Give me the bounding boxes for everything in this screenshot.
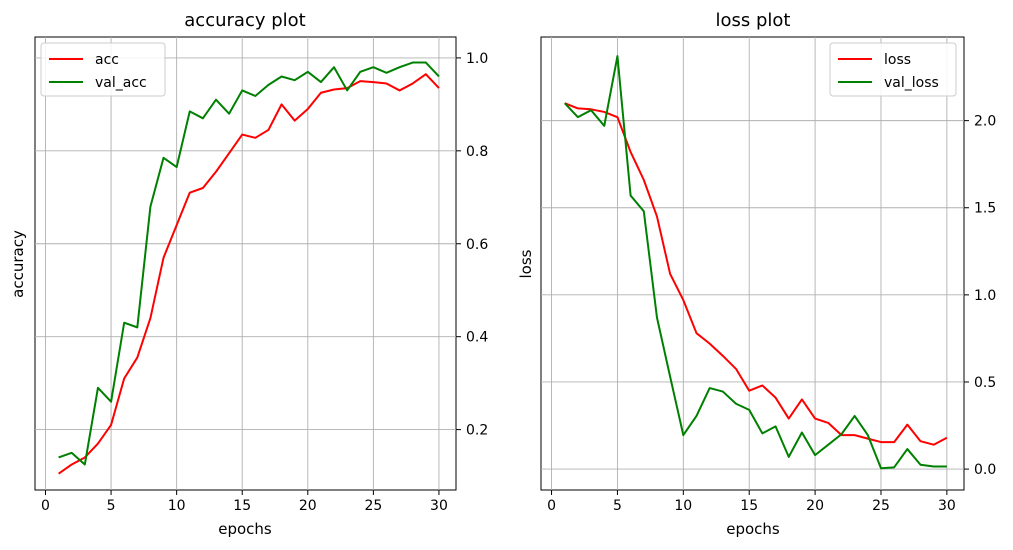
loss-x-tick-label: 5 [613,498,622,514]
accuracy-x-tick-label: 30 [430,498,448,514]
series-line-loss [564,102,948,446]
accuracy-y-tick-label: 0.4 [466,330,488,346]
series-line-val-acc [58,61,440,466]
accuracy-legend: acc val_acc [40,42,166,97]
accuracy-gridlines [35,37,456,490]
accuracy-x-ticks: 0 5 10 15 20 25 30 [41,490,448,514]
loss-x-ticks: 0 5 10 15 20 25 30 [547,490,956,514]
loss-x-tick-label: 0 [547,498,556,514]
accuracy-y-ticks: 0.2 0.4 0.6 0.8 1.0 [456,51,488,439]
accuracy-y-tick-label: 0.6 [466,237,488,253]
loss-series-lines [563,55,948,470]
accuracy-plot-area [34,36,457,491]
accuracy-chart: accuracy plot 0 5 10 15 20 25 30 0.2 0.4 0.6 0.8 1… [9,10,488,538]
accuracy-x-tick-label: 10 [168,498,186,514]
loss-chart-title: loss plot [716,10,791,31]
loss-y-tick-label: 2.0 [974,114,996,130]
series-line-acc [58,73,440,475]
accuracy-chart-title: accuracy plot [184,10,305,31]
loss-gridlines [541,37,964,490]
accuracy-x-tick-label: 5 [107,498,116,514]
accuracy-y-tick-label: 0.2 [466,423,488,439]
loss-y-ticks: 0.0 0.5 1.0 1.5 2.0 [964,114,996,478]
legend-label-val-loss: val_loss [884,75,939,91]
loss-y-tick-label: 0.0 [974,462,996,478]
accuracy-x-tick-label: 0 [41,498,50,514]
loss-y-axis-label: loss [517,249,535,278]
legend-label-val-acc: val_acc [95,75,147,91]
loss-chart: loss plot 0 5 10 15 20 25 30 0.0 0.5 1.0 1.5 2.0 e… [517,10,996,538]
accuracy-y-tick-label: 0.8 [466,144,488,160]
accuracy-x-tick-label: 25 [364,498,382,514]
loss-x-axis-label: epochs [726,520,780,538]
loss-y-tick-label: 0.5 [974,375,996,391]
loss-y-tick-label: 1.5 [974,201,996,217]
loss-x-tick-label: 20 [806,498,824,514]
legend-label-acc: acc [95,52,119,68]
legend-label-loss: loss [884,52,911,68]
loss-x-tick-label: 10 [674,498,692,514]
loss-x-tick-label: 15 [740,498,758,514]
accuracy-y-tick-label: 1.0 [466,51,488,67]
loss-plot-area [540,36,965,491]
loss-x-tick-label: 25 [872,498,890,514]
loss-legend: loss val_loss [829,42,957,97]
accuracy-series-lines [58,61,440,475]
loss-y-tick-label: 1.0 [974,288,996,304]
accuracy-x-axis-label: epochs [218,520,272,538]
series-line-val-loss [563,55,947,470]
accuracy-y-axis-label: accuracy [9,230,27,298]
accuracy-x-tick-label: 20 [299,498,317,514]
loss-x-tick-label: 30 [938,498,956,514]
accuracy-x-tick-label: 15 [233,498,251,514]
